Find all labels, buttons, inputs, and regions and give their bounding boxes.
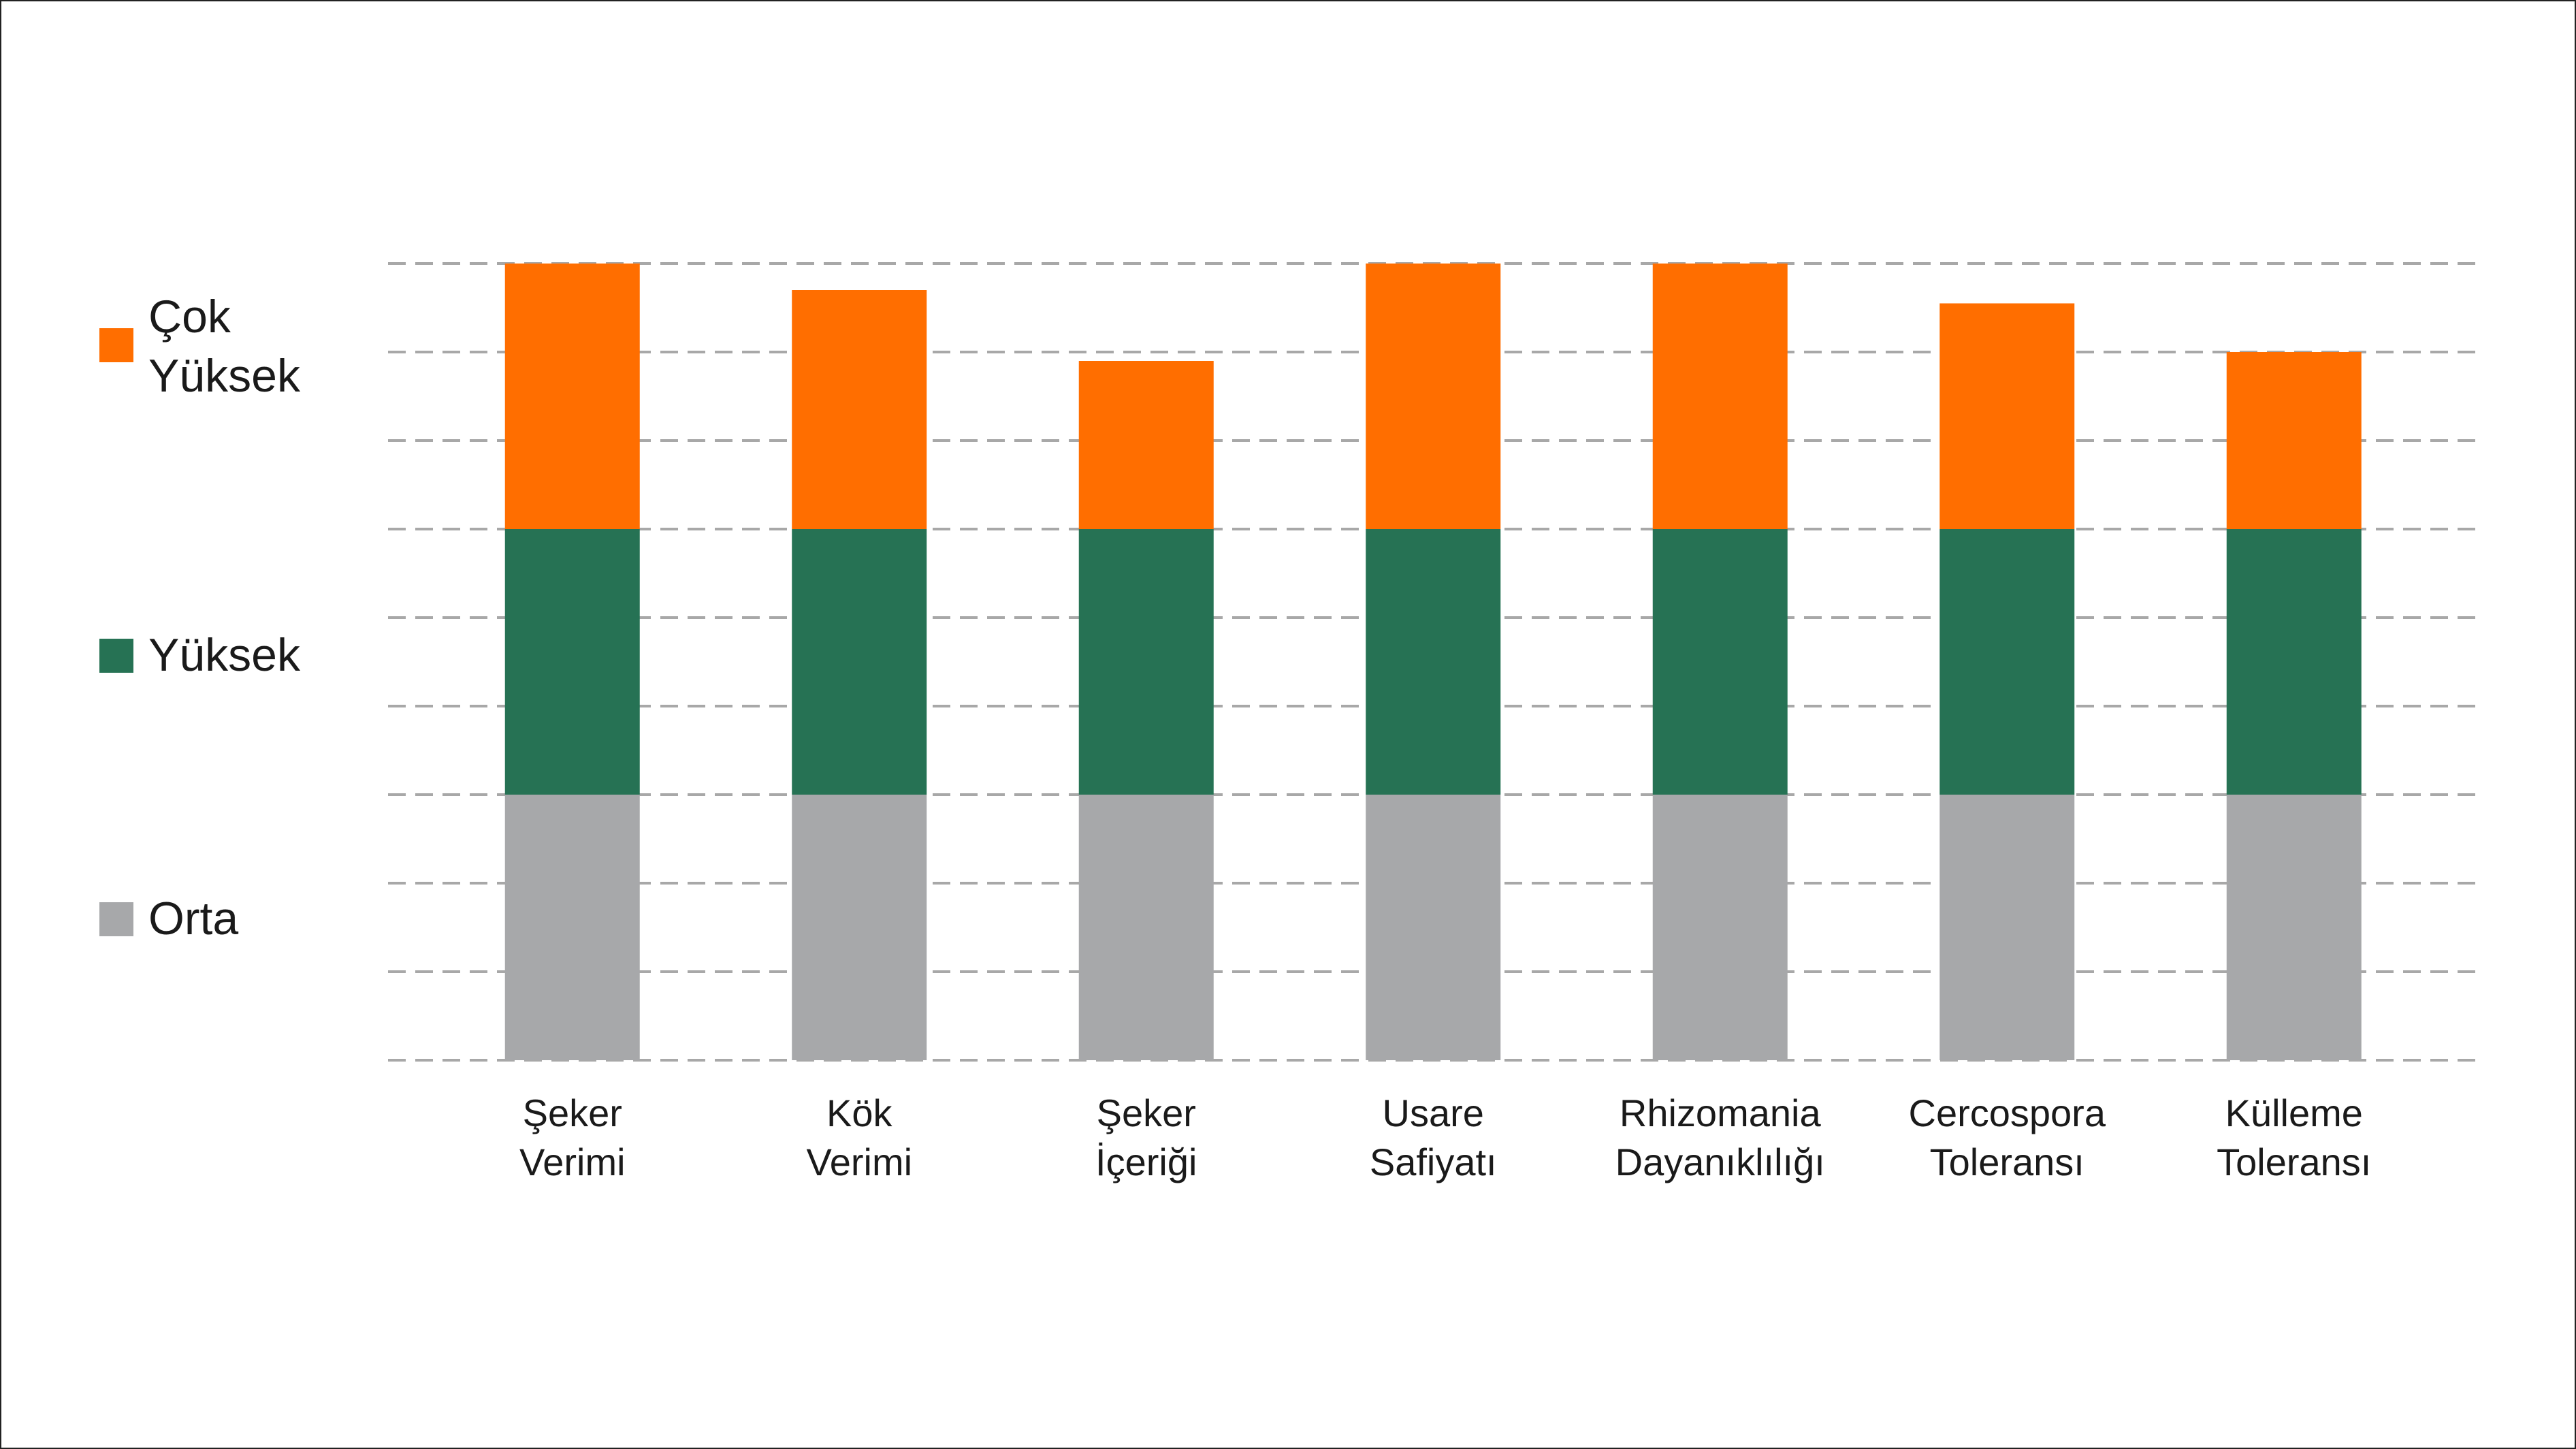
legend-label: Orta (148, 893, 238, 944)
x-tick-label: İçeriği (1095, 1141, 1197, 1183)
bar-segment (1366, 264, 1501, 529)
x-tick-label: Kök (826, 1092, 892, 1134)
bar-segment (1939, 529, 2075, 795)
x-axis-labels: Şeker Verimi Kök Verimi Şeker İçeriği Usare Saf… (519, 1092, 2371, 1183)
x-tick-label: Toleransı (1930, 1141, 2084, 1183)
x-tick-label: Dayanıklılığı (1615, 1141, 1825, 1183)
bar-segment (2226, 352, 2362, 529)
x-tick-label: Şeker (1097, 1092, 1196, 1134)
legend-swatch (99, 639, 133, 673)
bar-segment (792, 795, 927, 1060)
x-tick-label: Rhizomania (1620, 1092, 1822, 1134)
bar-segment (1078, 795, 1214, 1060)
legend-label: Çok (148, 291, 231, 343)
bar-segment (2226, 795, 2362, 1060)
x-tick-label: Cercospora (1909, 1092, 2106, 1134)
bar-segment (1078, 529, 1214, 795)
bars (504, 264, 2362, 1060)
bar-segment (2226, 529, 2362, 795)
legend: Çok Yüksek Yüksek Orta (99, 291, 301, 944)
legend-label: Yüksek (148, 350, 301, 402)
bar-segment (1652, 529, 1788, 795)
x-tick-label: Toleransı (2217, 1141, 2371, 1183)
x-tick-label: Verimi (519, 1141, 626, 1183)
bar-segment (1366, 795, 1501, 1060)
x-tick-label: Usare (1383, 1092, 1484, 1134)
bar-segment (1939, 303, 2075, 529)
bar-segment (792, 290, 927, 529)
bar-segment (1939, 795, 2075, 1060)
x-tick-label: Şeker (523, 1092, 622, 1134)
bar-segment (504, 264, 640, 529)
bar-segment (1652, 264, 1788, 529)
bar-segment (1078, 361, 1214, 529)
x-tick-label: Verimi (806, 1141, 912, 1183)
x-tick-label: Külleme (2225, 1092, 2363, 1134)
bar-segment (792, 529, 927, 795)
bar-segment (504, 795, 640, 1060)
legend-label: Yüksek (148, 629, 301, 681)
bar-segment (1652, 795, 1788, 1060)
legend-swatch (99, 328, 133, 362)
legend-swatch (99, 902, 133, 936)
x-tick-label: Safiyatı (1370, 1141, 1497, 1183)
bar-segment (504, 529, 640, 795)
bar-segment (1366, 529, 1501, 795)
